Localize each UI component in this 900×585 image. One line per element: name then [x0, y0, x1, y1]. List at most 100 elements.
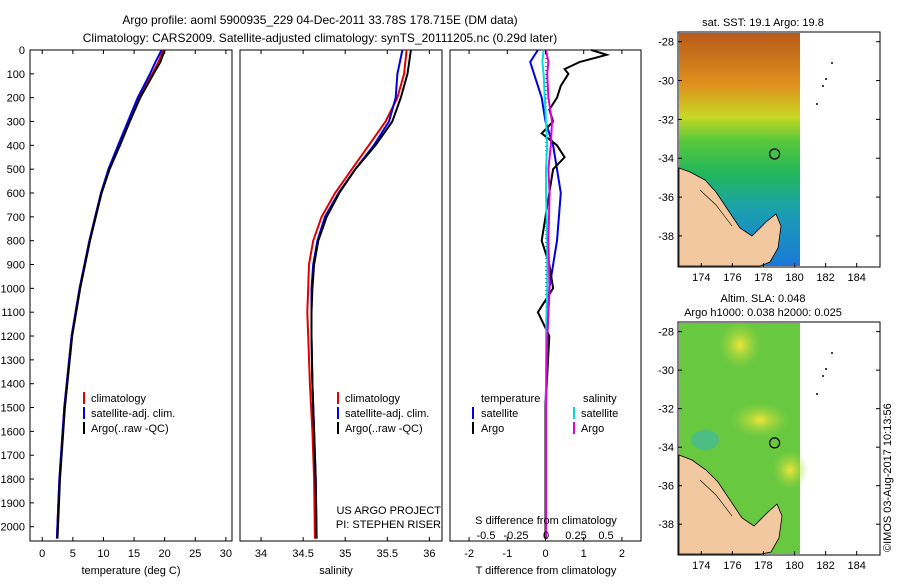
legend-satellite-label: satellite-adj. clim. [91, 408, 175, 420]
depth-tick-label: 800 [7, 236, 25, 248]
lon-tick-label: 184 [848, 272, 866, 284]
depth-tick-label: 300 [7, 117, 25, 129]
s-diff-tick-label: 0.5 [598, 530, 613, 542]
lat-tick-label: -32 [658, 114, 674, 126]
lat-tick-label: -34 [658, 153, 674, 165]
series-argo-raw-qc [56, 49, 166, 539]
s-diff-tick-label: 0 [543, 530, 549, 542]
x-tick-label: -2 [464, 548, 474, 560]
sla-low-blob [691, 430, 719, 450]
salinity-panel: 34 34.5 35 35.5 36 salinity climatology sate… [239, 49, 443, 577]
lat-tick-label: -30 [658, 76, 674, 88]
x-tick-label: 36 [423, 548, 435, 560]
argo-float-marker [768, 148, 781, 160]
sla-map-title: Altim. SLA: 0.048 [721, 293, 806, 305]
depth-tick-label: 1900 [1, 498, 25, 510]
x-tick-label: 2 [619, 548, 625, 560]
lon-tick-label: 178 [754, 272, 772, 284]
legend-salinity-heading: salinity [583, 393, 617, 405]
difference-lines [529, 49, 611, 539]
legend-temp-satellite-label: satellite [481, 408, 518, 420]
depth-tick-label: 1500 [1, 403, 25, 415]
x-tick-label: 15 [128, 548, 140, 560]
x-tick-label: 34.5 [292, 548, 313, 560]
lon-tick-label: 182 [816, 272, 834, 284]
depth-tick-label: 1800 [1, 474, 25, 486]
lat-tick-label: -38 [658, 231, 674, 243]
lat-tick-label: -34 [658, 442, 674, 454]
series-salinity-argo [545, 49, 554, 539]
salinity-xlabel: salinity [319, 565, 353, 577]
sst-map-title: sat. SST: 19.1 Argo: 19.8 [702, 17, 824, 29]
depth-tick-label: 400 [7, 140, 25, 152]
figure-title-line2: Climatology: CARS2009. Satellite-adjuste… [83, 31, 557, 45]
legend-argo-label: Argo(..raw -QC) [91, 423, 169, 435]
sla-map: Altim. SLA: 0.048 Argo h1000: 0.038 h200… [658, 293, 881, 572]
x-tick-label: 1 [581, 548, 587, 560]
x-tick-label: 10 [97, 548, 109, 560]
t-difference-label: T difference from climatology [476, 565, 617, 577]
sla-lon-ticks: 174 176 178 180 182 184 [692, 551, 866, 572]
argo-float-marker [768, 437, 781, 449]
depth-tick-label: 1000 [1, 283, 25, 295]
x-tick-label: -1 [502, 548, 512, 560]
island-marker [831, 62, 833, 64]
figure-title-line1: Argo profile: aoml 5900935_229 04-Dec-20… [122, 13, 517, 27]
lon-tick-label: 174 [692, 272, 710, 284]
series-temperature-argo [536, 49, 611, 539]
salinity-tick-labels: 34 34.5 35 35.5 36 [255, 50, 436, 560]
island-marker [816, 393, 818, 395]
legend-climatology-label: climatology [345, 393, 401, 405]
x-tick-label: 35.5 [377, 548, 398, 560]
lon-tick-label: 184 [848, 560, 866, 572]
kermadec-islands [816, 62, 833, 105]
lat-tick-label: -28 [658, 327, 674, 339]
sla-lat-ticks: -28 -30 -32 -34 -36 -38 [658, 327, 880, 531]
depth-tick-label: 500 [7, 164, 25, 176]
temperature-tick-labels: 0 5 10 15 20 25 30 [39, 50, 232, 560]
sst-map: sat. SST: 19.1 Argo: 19.8 174 176 178 180 18… [658, 17, 881, 284]
salinity-lines [306, 49, 412, 539]
island-marker [825, 78, 827, 80]
t-difference-tick-labels: -2 -1 0 1 2 [464, 50, 625, 560]
x-tick-label: 0 [39, 548, 45, 560]
legend-argo-label: Argo(..raw -QC) [345, 423, 423, 435]
island-marker [822, 85, 824, 87]
legend-climatology-label: climatology [91, 393, 147, 405]
imos-credit: ©IMOS 03-Aug-2017 10:13:56 [882, 403, 894, 552]
x-tick-label: 35 [339, 548, 351, 560]
depth-tick-label: 0 [19, 45, 25, 57]
depth-tick-label: 1400 [1, 379, 25, 391]
sla-high-blob [718, 321, 762, 369]
temperature-panel: 0100200300400500600700800900100011001200… [1, 45, 454, 577]
project-annotation: US ARGO PROJECT [336, 505, 441, 517]
lat-tick-label: -38 [658, 519, 674, 531]
x-tick-label: 25 [189, 548, 201, 560]
s-diff-tick-label: -0.5 [477, 530, 496, 542]
x-tick-label: 5 [70, 548, 76, 560]
depth-tick-label: 2000 [1, 522, 25, 534]
isobath-line [699, 479, 733, 517]
x-tick-label: 30 [220, 548, 232, 560]
lat-tick-label: -30 [658, 365, 674, 377]
s-difference-tick-labels: -0.5 -0.25 0 0.25 0.5 [477, 530, 614, 542]
lon-tick-label: 178 [754, 560, 772, 572]
legend-temp-argo-label: Argo [481, 423, 504, 435]
temperature-axes [29, 49, 233, 542]
island-marker [816, 103, 818, 105]
lat-tick-label: -28 [658, 37, 674, 49]
lon-tick-label: 180 [785, 272, 803, 284]
legend-sal-argo-label: Argo [581, 423, 604, 435]
lat-tick-label: -36 [658, 192, 674, 204]
kermadec-islands [816, 352, 833, 395]
series-climatology [306, 49, 408, 539]
depth-tick-label: 100 [7, 69, 25, 81]
s-diff-tick-label: -0.25 [503, 530, 528, 542]
x-tick-label: 34 [255, 548, 267, 560]
legend-temperature-heading: temperature [481, 393, 540, 405]
nz-landmass [678, 454, 783, 555]
lon-tick-label: 176 [723, 272, 741, 284]
sla-high-blob [730, 402, 790, 438]
salinity-axes [239, 49, 443, 542]
